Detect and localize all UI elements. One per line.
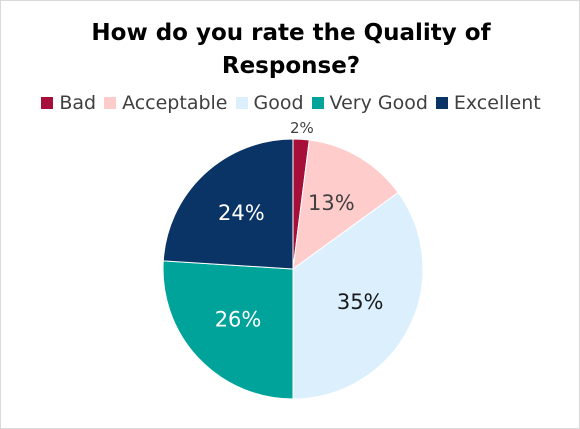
legend-swatch-excellent: [435, 97, 448, 109]
legend-swatch-very-good: [311, 97, 324, 109]
legend-label-good: Good: [253, 92, 304, 114]
data-label-very-good: 26%: [215, 308, 262, 332]
chart-legend: Bad Acceptable Good Very Good Excellent: [1, 92, 580, 114]
legend-label-excellent: Excellent: [453, 92, 541, 114]
pie-slice-acceptable: [292, 139, 399, 271]
data-label-bad: 2%: [290, 119, 314, 137]
data-label-good: 35%: [337, 290, 384, 314]
legend-label-bad: Bad: [59, 92, 97, 114]
legend-swatch-bad: [41, 97, 54, 109]
data-label-excellent: 24%: [218, 201, 265, 225]
legend-item-acceptable: Acceptable: [104, 92, 228, 114]
pie-slice-very-good: [162, 260, 294, 400]
legend-item-excellent: Excellent: [435, 92, 541, 114]
pie-slice-excellent: [162, 138, 294, 270]
chart-title-line-2: Response?: [221, 53, 361, 79]
legend-swatch-good: [235, 97, 248, 109]
chart-title: How do you rate the Quality of Response?: [61, 17, 521, 83]
legend-item-very-good: Very Good: [311, 92, 428, 114]
legend-label-very-good: Very Good: [329, 92, 428, 114]
legend-label-acceptable: Acceptable: [122, 92, 228, 114]
legend-item-bad: Bad: [41, 92, 96, 114]
data-label-acceptable: 13%: [308, 191, 355, 215]
chart-title-line-1: How do you rate the Quality of: [91, 20, 491, 46]
legend-item-good: Good: [235, 92, 304, 114]
legend-swatch-acceptable: [104, 97, 117, 109]
pie-slice-good: [292, 191, 424, 400]
